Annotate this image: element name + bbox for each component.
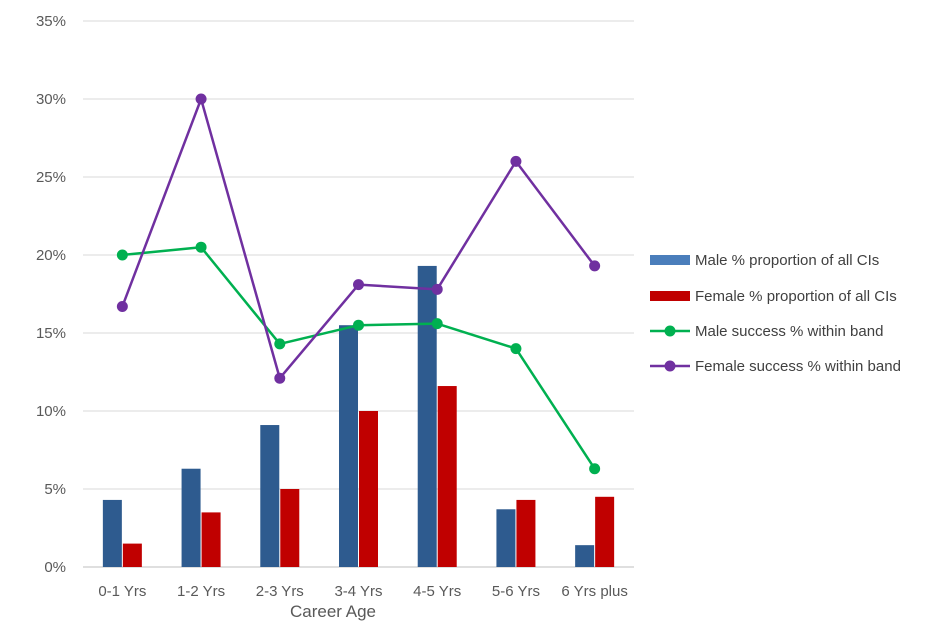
x-tick-label: 4-5 Yrs <box>413 583 461 600</box>
bar-male-proportion <box>496 509 516 567</box>
bar-female-proportion <box>280 489 300 567</box>
y-tick-label: 5% <box>44 481 66 498</box>
y-tick-label: 10% <box>36 403 66 420</box>
y-tick-label: 0% <box>44 559 66 576</box>
bar-female-proportion <box>437 386 457 567</box>
legend-marker <box>664 360 676 372</box>
point-female-success <box>353 279 364 291</box>
point-male-success <box>510 343 522 355</box>
point-female-success <box>195 93 207 105</box>
y-tick-label: 30% <box>36 91 66 108</box>
x-axis-tick-labels: 0-1 Yrs 1-2 Yrs 2-3 Yrs 3-4 Yrs 4-5 Yrs 5-6 Y… <box>98 583 628 600</box>
legend-label: Female % proportion of all CIs <box>695 288 897 305</box>
y-tick-label: 15% <box>36 325 66 342</box>
point-male-success <box>116 249 128 261</box>
x-axis-title: Career Age <box>290 602 376 621</box>
point-female-success <box>116 300 128 312</box>
legend-label: Male success % within band <box>695 323 883 340</box>
y-axis-tick-labels: 0% 5% 10% 15% 20% 25% 30% 35% <box>36 13 66 576</box>
lines <box>116 93 601 475</box>
point-male-success <box>431 318 443 330</box>
x-tick-label: 5-6 Yrs <box>492 583 540 600</box>
legend-label: Female success % within band <box>695 358 901 375</box>
point-female-success <box>589 260 601 272</box>
legend-swatch <box>650 291 690 301</box>
bar-female-proportion <box>595 496 615 567</box>
point-female-success <box>431 283 443 295</box>
bar-male-proportion <box>339 325 358 567</box>
y-tick-label: 35% <box>36 13 66 30</box>
bar-male-proportion <box>575 545 595 567</box>
bar-female-proportion <box>201 512 221 567</box>
point-female-success <box>510 155 522 167</box>
bar-male-proportion <box>181 468 201 567</box>
x-tick-label: 1-2 Yrs <box>177 583 225 600</box>
point-female-success <box>274 372 286 384</box>
point-male-success <box>589 463 601 475</box>
point-male-success <box>195 241 207 253</box>
bar-female-proportion <box>122 543 142 567</box>
legend-label: Male % proportion of all CIs <box>695 252 879 269</box>
legend: Male % proportion of all CIs Female % pro… <box>650 252 901 375</box>
point-male-success <box>353 319 364 331</box>
bar-male-proportion <box>260 425 280 567</box>
legend-swatch <box>650 255 690 265</box>
legend-marker <box>664 325 676 337</box>
bar-female-proportion <box>359 411 378 567</box>
gridlines <box>83 20 634 568</box>
line-female-success <box>121 97 596 380</box>
x-tick-label: 2-3 Yrs <box>256 583 304 600</box>
bars <box>102 265 615 567</box>
y-tick-label: 25% <box>36 169 66 186</box>
x-tick-label: 3-4 Yrs <box>334 583 382 600</box>
x-tick-label: 6 Yrs plus <box>561 583 627 600</box>
y-tick-label: 20% <box>36 247 66 264</box>
point-male-success <box>274 338 286 350</box>
bar-male-proportion <box>417 265 437 567</box>
x-tick-label: 0-1 Yrs <box>98 583 146 600</box>
bar-male-proportion <box>102 499 122 567</box>
bar-female-proportion <box>516 499 536 567</box>
